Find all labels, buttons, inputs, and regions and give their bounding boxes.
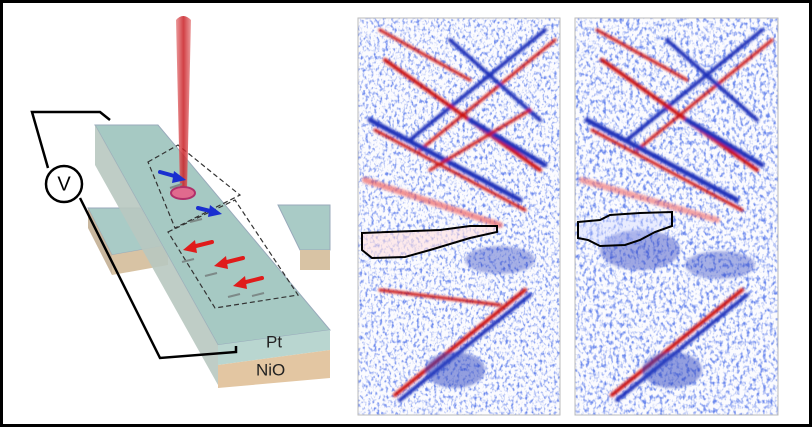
image-panel-1 [358,18,560,415]
blob [685,251,755,279]
voltmeter-label: V [57,173,71,195]
cross-arm-right-front [300,250,330,270]
pt-label: Pt [266,332,282,351]
image-panel-2 [575,18,778,415]
figure: V Pt NiO [0,0,812,427]
blob [425,352,485,388]
blob [465,246,535,274]
laser-spot [171,187,195,199]
nio-label: NiO [256,360,285,379]
blob [642,352,702,388]
